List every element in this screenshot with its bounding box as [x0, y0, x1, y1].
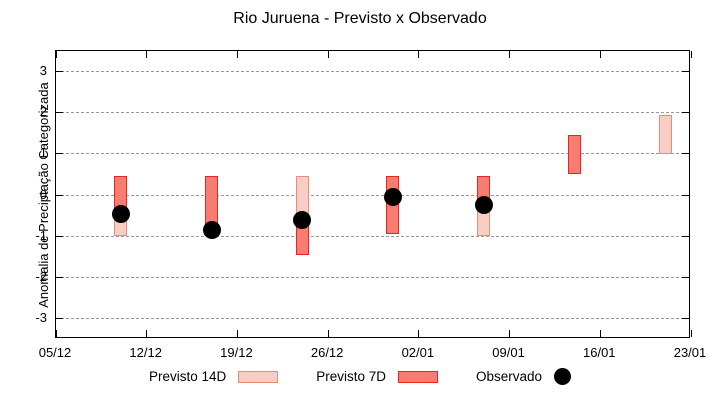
legend-label-previsto-14d: Previsto 14D: [148, 369, 227, 384]
y-tick-label: 2: [39, 104, 47, 120]
y-axis-tick: [56, 71, 63, 73]
y-axis-tick: [682, 194, 689, 196]
gridline: [56, 276, 689, 278]
y-tick-label: 1: [39, 145, 47, 161]
x-tick-label: 09/01: [492, 345, 525, 360]
y-axis-tick: [682, 71, 689, 73]
y-axis-tick: [682, 276, 689, 278]
y-axis-tick: [56, 317, 63, 319]
range-bar-previsto-7d: [567, 135, 581, 175]
x-tick-label: 19/12: [220, 345, 253, 360]
legend-item-previsto-14d: Previsto 14D: [148, 369, 279, 384]
x-tick-label: 12/12: [129, 345, 162, 360]
x-axis-tick: [690, 330, 692, 337]
y-axis-tick: [56, 276, 63, 278]
y-tick-label: -1: [35, 227, 47, 243]
gridline: [56, 71, 689, 73]
gridline: [56, 194, 689, 196]
x-tick-label: 23/01: [673, 345, 707, 360]
x-axis-tick: [599, 51, 601, 58]
y-tick-label: -3: [35, 309, 47, 325]
legend-label-previsto-7d: Previsto 7D: [316, 369, 387, 384]
observado-point: [474, 196, 493, 215]
x-axis-tick: [509, 51, 511, 58]
x-tick-label: 16/01: [583, 345, 616, 360]
x-axis-tick: [236, 330, 238, 337]
x-axis-tick: [236, 51, 238, 58]
gridline: [56, 235, 689, 237]
legend-swatch-previsto-14d: [238, 370, 279, 383]
y-tick-label: 0: [39, 186, 47, 202]
observado-point: [383, 188, 402, 207]
legend-label-observado: Observado: [476, 369, 543, 384]
x-axis-tick: [146, 51, 148, 58]
legend: Previsto 14D Previsto 7D Observado: [0, 368, 720, 385]
y-axis-tick: [56, 235, 63, 237]
y-axis-tick: [56, 153, 63, 155]
y-axis-tick: [682, 317, 689, 319]
x-axis-tick: [509, 330, 511, 337]
x-tick-label: 05/12: [38, 345, 72, 360]
plot-area: [55, 50, 692, 338]
x-axis-tick: [146, 330, 148, 337]
y-axis-tick: [682, 153, 689, 155]
legend-swatch-previsto-7d: [398, 370, 439, 383]
x-axis-tick: [418, 51, 420, 58]
observado-point: [202, 220, 221, 239]
x-axis-tick: [690, 51, 692, 58]
x-axis-tick: [327, 51, 329, 58]
x-axis-tick: [599, 330, 601, 337]
gridline: [56, 317, 689, 319]
legend-dot-observado: [554, 368, 572, 385]
x-axis-tick: [327, 330, 329, 337]
x-axis-tick: [55, 330, 57, 337]
observado-point: [293, 210, 312, 229]
range-bar-previsto-14d: [658, 114, 672, 154]
x-axis-tick: [418, 330, 420, 337]
y-tick-label: -2: [35, 268, 47, 284]
gridline: [56, 153, 689, 155]
x-tick-label: 26/12: [310, 345, 344, 360]
legend-item-previsto-7d: Previsto 7D: [316, 369, 439, 384]
y-axis-tick: [682, 112, 689, 114]
x-axis-tick: [55, 51, 57, 58]
legend-item-observado: Observado: [476, 368, 572, 385]
y-axis-tick: [682, 235, 689, 237]
gridline: [56, 112, 689, 114]
y-tick-label: 3: [39, 63, 47, 79]
chart-title: Rio Juruena - Previsto x Observado: [233, 10, 487, 27]
y-axis-tick: [56, 112, 63, 114]
observado-point: [111, 204, 130, 223]
y-axis-tick: [56, 194, 63, 196]
x-tick-label: 02/01: [401, 345, 435, 360]
